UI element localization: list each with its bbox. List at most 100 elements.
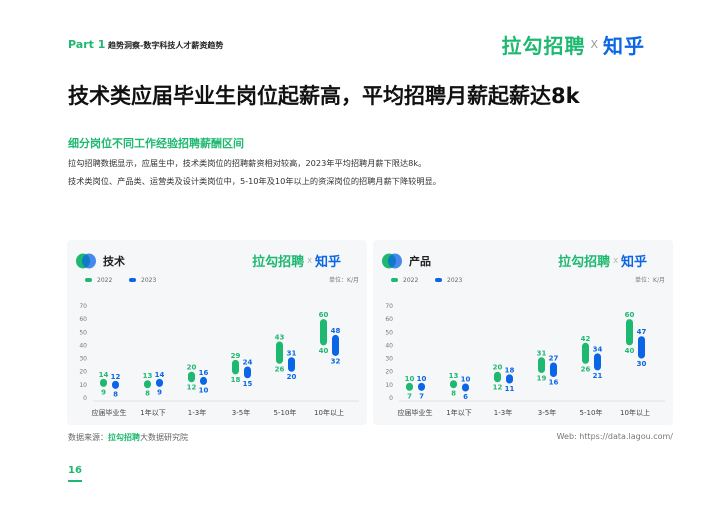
y-tick-label: 0 [83,395,87,402]
x-tick-label: 3-5年 [232,408,250,417]
x-tick-label: 1年以下 [140,408,165,417]
range-bar [156,378,163,387]
high-value-label: 14 [155,371,165,379]
high-value-label: 60 [625,311,635,319]
high-value-label: 16 [199,369,209,377]
low-value-label: 9 [101,388,106,396]
lagou-logo: 拉勾招聘 [558,255,611,270]
range-bar [100,378,107,387]
x-tick-label: 应届毕业生 [92,408,127,417]
salary-range-chart-tech: 2022 2023 单位：K/月 0 10 20 30 40 50 60 70 应届毕业生 14 9 12 8… [79,276,359,417]
high-value-label: 43 [275,333,285,341]
low-value-label: 6 [463,393,468,401]
y-tick-label: 40 [385,342,393,349]
low-value-label: 16 [549,378,559,386]
range-bar [244,366,251,379]
high-value-label: 31 [287,349,297,357]
range-bar [276,341,283,364]
zhihu-logo: 知乎 [603,34,645,58]
y-tick-label: 30 [79,356,87,363]
legend-swatch [85,278,92,282]
legend-label: 2023 [447,277,462,284]
range-bar [288,357,295,372]
web-url: Web: https://data.lagou.com/ [556,432,673,441]
part-label: Part 1 [68,38,106,51]
y-tick-label: 70 [79,303,87,310]
chart-title: 技术 [103,255,125,268]
unit-label: 单位：K/月 [635,276,665,284]
lagou-logo: 拉勾招聘 [501,34,586,58]
high-value-label: 60 [319,311,329,319]
y-tick-label: 40 [79,342,87,349]
range-bar [320,319,327,346]
brand-x: X [307,256,312,265]
description-line-2: 技术类岗位、产品类、运营类及设计类岗位中，5-10年及10年以上的资深岗位的招聘… [68,176,441,186]
description-line-1: 拉勾招聘数据显示，应届生中，技术类岗位的招聘薪资相对较高，2023年平均招聘月薪… [68,158,427,168]
low-value-label: 11 [505,385,515,393]
page-number-underline [68,480,82,482]
high-value-label: 20 [493,364,503,372]
y-tick-label: 50 [385,329,393,336]
range-bar [538,357,545,374]
low-value-label: 15 [243,380,253,388]
zhihu-logo: 知乎 [314,255,341,270]
x-tick-label: 3-5年 [538,408,556,417]
high-value-label: 10 [461,375,471,383]
zhihu-logo: 知乎 [620,255,647,270]
high-value-label: 34 [593,345,603,353]
low-value-label: 8 [145,390,150,398]
range-bar [450,380,457,389]
low-value-label: 7 [419,392,424,400]
high-value-label: 10 [405,375,415,383]
low-value-label: 40 [319,347,329,355]
high-value-label: 31 [537,349,547,357]
source-rest: 大数据研究院 [140,433,188,442]
y-tick-label: 10 [385,382,393,389]
low-value-label: 30 [637,360,647,368]
x-tick-label: 5-10年 [274,408,297,417]
range-bar [582,342,589,364]
y-tick-label: 60 [385,316,393,323]
legend-label: 2022 [97,277,112,284]
y-tick-label: 50 [79,329,87,336]
low-value-label: 12 [493,384,503,392]
x-tick-label: 1-3年 [188,408,206,417]
range-bar [494,371,501,383]
range-bar [626,319,633,346]
high-value-label: 12 [111,373,121,381]
header-brand: 拉勾招聘 X 知乎 [501,30,645,59]
chart-panel-tech: 技术 拉勾招聘 X 知乎 2022 2023 单位：K/月 0 10 20 30 40 50 60… [67,240,367,425]
low-value-label: 10 [199,386,209,394]
low-value-label: 9 [157,388,162,396]
high-value-label: 48 [331,327,341,335]
range-bar [112,380,119,389]
lagou-logo: 拉勾招聘 [252,255,305,270]
panel-brand: 拉勾招聘 X 知乎 [252,251,341,270]
y-tick-label: 20 [385,369,393,376]
legend-swatch [391,278,398,282]
section-subtitle: 细分岗位不同工作经验招聘薪酬区间 [68,137,244,150]
low-value-label: 26 [275,365,285,373]
range-bar [188,371,195,383]
range-bar [332,334,339,356]
range-bar [200,376,207,385]
range-bar [406,382,413,391]
unit-label: 单位：K/月 [329,276,359,284]
y-tick-label: 10 [79,382,87,389]
x-tick-label: 1年以下 [446,408,471,417]
page-number: 16 [68,465,82,476]
high-value-label: 42 [581,335,591,343]
low-value-label: 19 [537,375,547,383]
range-bar [462,383,469,392]
y-tick-label: 0 [389,395,393,402]
low-value-label: 7 [407,392,412,400]
range-bar [594,353,601,371]
brand-x: X [613,256,618,265]
legend-swatch [129,278,136,282]
range-bar [418,382,425,391]
x-tick-label: 应届毕业生 [398,408,433,417]
low-value-label: 20 [287,373,297,381]
legend-swatch [435,278,442,282]
range-bar [506,374,513,384]
low-value-label: 8 [451,390,456,398]
